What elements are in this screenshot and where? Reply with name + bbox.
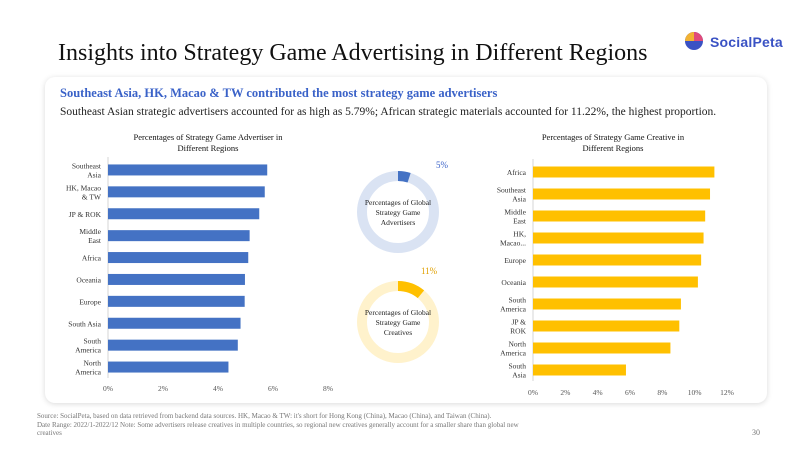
bar bbox=[533, 166, 715, 178]
category-label: JP & ROK bbox=[69, 210, 102, 219]
bar bbox=[533, 254, 702, 266]
page-number: 30 bbox=[752, 428, 760, 437]
tick-label: 6% bbox=[625, 388, 635, 397]
category-label: ROK bbox=[510, 327, 526, 336]
donut-value-label: 5% bbox=[436, 160, 449, 170]
category-label: Southeast bbox=[497, 186, 527, 195]
category-label: Africa bbox=[82, 254, 102, 263]
category-label: South bbox=[508, 296, 526, 305]
bar bbox=[108, 164, 268, 176]
donut-slice bbox=[397, 281, 425, 299]
category-label: & TW bbox=[82, 192, 102, 201]
bar bbox=[108, 208, 260, 220]
category-label: Middle bbox=[79, 227, 101, 236]
bar bbox=[108, 230, 250, 242]
chart-title: Different Regions bbox=[583, 143, 644, 153]
category-label: Southeast bbox=[72, 161, 102, 170]
logo-text: SocialPeta bbox=[710, 34, 783, 50]
category-label: Oceania bbox=[501, 278, 526, 287]
bar bbox=[108, 361, 229, 373]
category-label: East bbox=[513, 217, 527, 226]
category-label: HK, Macao bbox=[66, 183, 101, 192]
category-label: America bbox=[500, 305, 526, 314]
chart-title: Percentages of Strategy Game Advertiser … bbox=[134, 132, 284, 142]
tick-label: 4% bbox=[593, 388, 603, 397]
category-label: East bbox=[88, 236, 102, 245]
category-label: America bbox=[75, 368, 101, 377]
donut-center-label: Percentages of Global bbox=[365, 198, 431, 207]
donut-value-label: 11% bbox=[421, 266, 438, 276]
bar bbox=[533, 276, 698, 288]
footnote-line: Source: SocialPeta, based on data retrie… bbox=[37, 412, 492, 420]
bar bbox=[533, 342, 671, 354]
category-label: Africa bbox=[507, 168, 527, 177]
bar bbox=[108, 186, 265, 198]
chart-title: Percentages of Strategy Game Creative in bbox=[542, 132, 685, 142]
category-label: North bbox=[509, 340, 527, 349]
bar bbox=[533, 320, 680, 332]
footnote: Source: SocialPeta, based on data retrie… bbox=[37, 412, 597, 438]
tick-label: 2% bbox=[158, 384, 168, 393]
category-label: Europe bbox=[504, 256, 526, 265]
tick-label: 4% bbox=[213, 384, 223, 393]
category-label: JP & bbox=[511, 318, 526, 327]
bar bbox=[108, 295, 245, 307]
donut-slice bbox=[397, 171, 411, 183]
tick-label: 8% bbox=[657, 388, 667, 397]
donut-center-label: Strategy Game bbox=[376, 208, 421, 217]
tick-label: 0% bbox=[103, 384, 113, 393]
donut-center-label: Creatives bbox=[384, 328, 412, 337]
category-label: Macao... bbox=[500, 239, 526, 248]
headline: Southeast Asia, HK, Macao & TW contribut… bbox=[60, 86, 498, 100]
bar bbox=[108, 273, 245, 285]
tick-label: 10% bbox=[688, 388, 702, 397]
socialpeta-logo-icon bbox=[685, 32, 703, 50]
category-label: HK, bbox=[513, 230, 526, 239]
category-label: South Asia bbox=[68, 319, 101, 328]
bar bbox=[533, 232, 704, 244]
bar bbox=[108, 317, 241, 329]
donut-center-label: Percentages of Global bbox=[365, 308, 431, 317]
bar bbox=[533, 210, 706, 222]
category-label: America bbox=[75, 346, 101, 355]
category-label: Asia bbox=[512, 195, 526, 204]
page-title: Insights into Strategy Game Advertising … bbox=[58, 40, 648, 66]
category-label: Middle bbox=[504, 208, 526, 217]
category-label: America bbox=[500, 349, 526, 358]
bar bbox=[108, 339, 238, 351]
category-label: South bbox=[508, 362, 526, 371]
donut-center-label: Strategy Game bbox=[376, 318, 421, 327]
category-label: North bbox=[84, 359, 102, 368]
donut-center-label: Advertisers bbox=[381, 218, 416, 227]
bar bbox=[533, 298, 681, 310]
tick-label: 0% bbox=[528, 388, 538, 397]
category-label: Europe bbox=[79, 297, 101, 306]
category-label: Oceania bbox=[76, 275, 101, 284]
category-label: South bbox=[83, 337, 101, 346]
chart-title: Different Regions bbox=[178, 143, 239, 153]
summary-text: Southeast Asian strategic advertisers ac… bbox=[60, 106, 717, 118]
bar bbox=[533, 188, 711, 200]
bar bbox=[533, 364, 626, 376]
category-label: Asia bbox=[512, 371, 526, 380]
tick-label: 2% bbox=[560, 388, 570, 397]
footnote-line: Date Range: 2022/1-2022/12 Note: Some ad… bbox=[37, 420, 519, 429]
bar bbox=[108, 252, 249, 264]
tick-label: 8% bbox=[323, 384, 333, 393]
category-label: Asia bbox=[87, 170, 101, 179]
tick-label: 12% bbox=[720, 388, 734, 397]
footnote-line: creatives bbox=[37, 429, 62, 437]
tick-label: 6% bbox=[268, 384, 278, 393]
